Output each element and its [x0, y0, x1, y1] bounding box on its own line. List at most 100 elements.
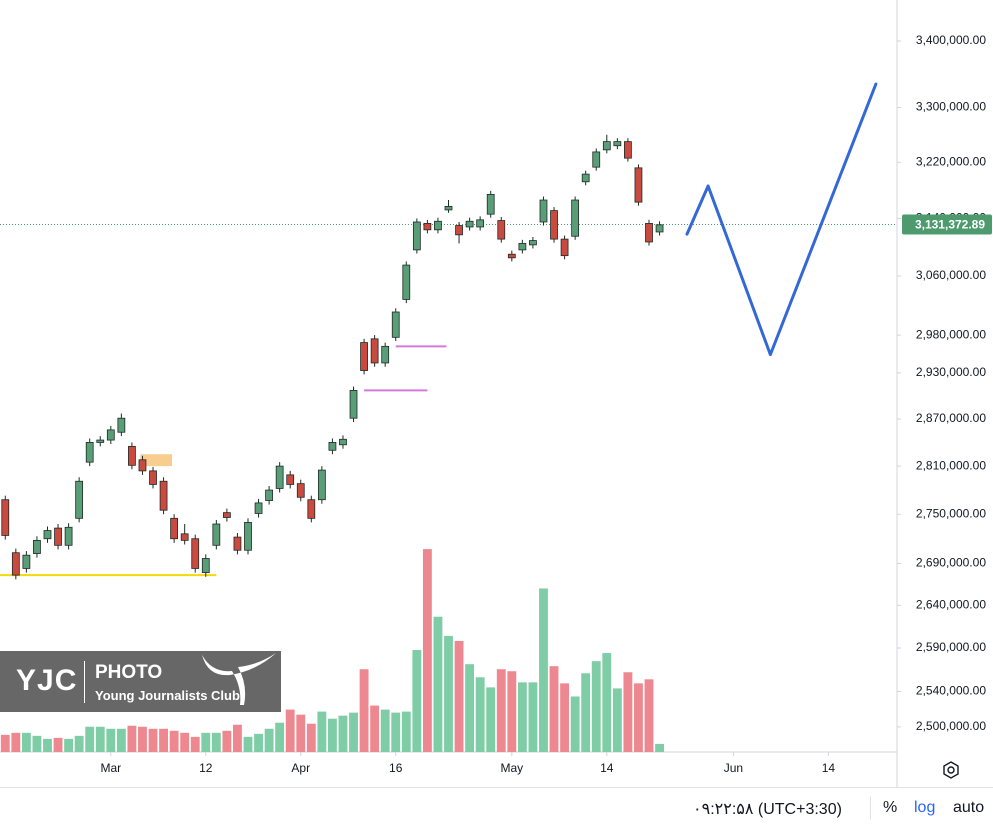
- candle-body: [423, 222, 432, 231]
- candle-body: [645, 222, 653, 243]
- watermark-divider: [84, 661, 85, 703]
- volume-bar: [95, 726, 105, 752]
- volume-bar: [444, 635, 453, 752]
- y-tick-label: 2,540,000.00: [916, 684, 986, 698]
- x-tick-label: 14: [822, 761, 836, 775]
- volume-bar: [486, 687, 496, 752]
- volume-bar: [602, 653, 612, 752]
- watermark-logo: [202, 653, 276, 705]
- x-tick-label: 12: [199, 761, 213, 775]
- y-tick-label: 2,870,000.00: [916, 411, 986, 425]
- volume-bar: [159, 728, 169, 752]
- candle-body: [307, 499, 316, 519]
- volume-bar: [180, 732, 190, 752]
- volume-bar: [507, 671, 517, 752]
- volume-bar: [655, 743, 664, 752]
- candle-body: [465, 220, 474, 228]
- candle-body: [497, 220, 506, 240]
- candle-body: [159, 480, 168, 511]
- candle-body: [244, 521, 252, 551]
- candle-body: [33, 539, 41, 554]
- volume-bar: [539, 588, 548, 752]
- candle-body: [275, 465, 284, 489]
- volume-bar: [43, 738, 52, 752]
- candle-body: [624, 141, 632, 159]
- candle-body: [85, 442, 94, 463]
- volume-bar: [169, 730, 179, 752]
- candle-body: [43, 530, 52, 540]
- volume-bar: [359, 669, 369, 752]
- candle-body: [22, 554, 31, 569]
- candle-body: [402, 264, 411, 300]
- volume-bar: [74, 735, 84, 752]
- candle-body: [328, 442, 337, 451]
- volume-bar: [612, 688, 622, 752]
- volume-bar: [454, 640, 464, 752]
- volume-bar: [148, 728, 158, 752]
- y-tick-label: 2,750,000.00: [916, 506, 986, 520]
- y-tick-label: 3,400,000.00: [916, 33, 986, 47]
- hexagon: [943, 761, 959, 779]
- volume-bar: [412, 650, 422, 752]
- volume-bar: [349, 712, 358, 752]
- y-tick-label: 2,930,000.00: [916, 365, 986, 379]
- candle-body: [233, 536, 242, 551]
- volume-bar: [391, 712, 401, 752]
- volume-bar: [370, 705, 380, 752]
- y-tick-label: 3,300,000.00: [916, 100, 986, 114]
- auto-toggle[interactable]: auto: [953, 799, 985, 816]
- candle-body: [539, 199, 548, 223]
- volume-bar: [475, 677, 485, 752]
- y-tick-label: 2,590,000.00: [916, 640, 986, 654]
- volume-bar: [243, 736, 253, 752]
- log-toggle[interactable]: log: [914, 799, 936, 816]
- volume-bar: [116, 728, 126, 752]
- drawn-box: [140, 454, 173, 467]
- volume-bar: [53, 737, 63, 752]
- candle-body: [138, 459, 147, 472]
- candle-body: [1, 499, 10, 536]
- candle-body: [518, 243, 527, 251]
- candle-body: [486, 193, 495, 215]
- volume-bar: [201, 732, 211, 752]
- watermark-label: PHOTO: [95, 662, 163, 683]
- candle-body: [254, 502, 263, 514]
- y-tick-label: 2,690,000.00: [916, 556, 986, 570]
- volume-bar: [560, 683, 570, 752]
- x-tick-label: Jun: [724, 761, 743, 775]
- volume-bar: [433, 616, 443, 752]
- volume-bar: [264, 728, 274, 752]
- y-tick-label: 2,500,000.00: [916, 719, 986, 733]
- x-tick-label: May: [500, 761, 523, 775]
- candle-body: [581, 173, 590, 183]
- y-tick-label: 3,220,000.00: [916, 154, 986, 168]
- candle-body: [476, 219, 485, 228]
- candle-body: [550, 210, 558, 240]
- candle-body: [444, 205, 453, 211]
- candle-body: [455, 225, 463, 236]
- candle-body: [349, 390, 358, 419]
- candle-body: [360, 342, 368, 371]
- volume-bar: [254, 733, 263, 752]
- candle-body: [54, 527, 62, 546]
- volume-bar: [85, 726, 95, 752]
- candle-body: [592, 151, 601, 168]
- candle-body: [317, 469, 326, 501]
- candle-body: [180, 533, 189, 541]
- candle-body: [529, 240, 537, 246]
- y-tick-label: 2,810,000.00: [916, 458, 986, 472]
- volume-bar: [233, 724, 242, 752]
- settings-icon[interactable]: [943, 761, 959, 779]
- candle-body: [381, 345, 390, 364]
- watermark-subtitle: Young Journalists Club: [95, 688, 240, 703]
- percent-toggle[interactable]: %: [883, 799, 898, 816]
- y-tick-label: 3,060,000.00: [916, 268, 986, 282]
- x-tick-label: 16: [389, 761, 403, 775]
- watermark: YJC PHOTO Young Journalists Club: [0, 651, 281, 712]
- volume-bar: [380, 709, 390, 752]
- candle-body: [212, 523, 221, 546]
- candle-body: [96, 439, 105, 443]
- volume-bar: [570, 696, 580, 752]
- candle-body: [191, 538, 200, 569]
